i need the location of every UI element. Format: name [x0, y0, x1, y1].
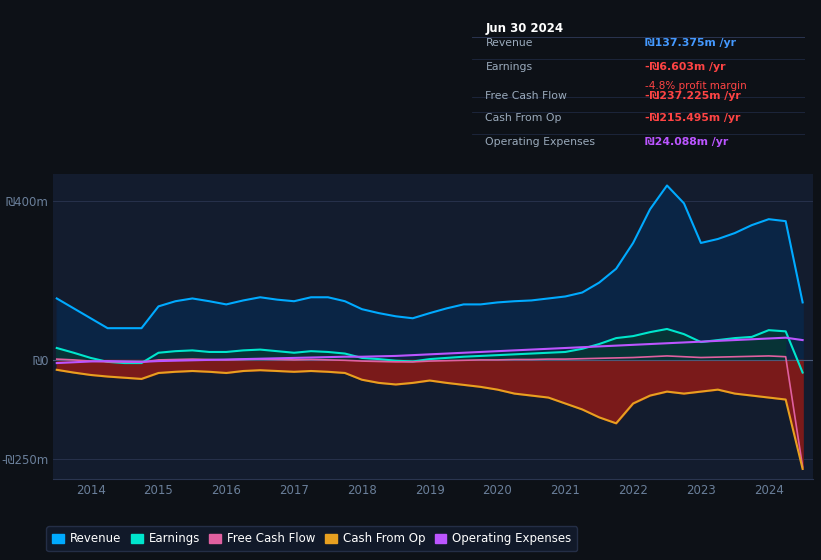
Text: -₪237.225m /yr: -₪237.225m /yr [645, 91, 741, 101]
Text: ₪24.088m /yr: ₪24.088m /yr [645, 137, 728, 147]
Text: Earnings: Earnings [485, 62, 533, 72]
Text: ₪137.375m /yr: ₪137.375m /yr [645, 38, 736, 48]
Text: Jun 30 2024: Jun 30 2024 [485, 22, 563, 35]
Text: -4.8% profit margin: -4.8% profit margin [645, 81, 747, 91]
Text: -₪6.603m /yr: -₪6.603m /yr [645, 62, 726, 72]
Legend: Revenue, Earnings, Free Cash Flow, Cash From Op, Operating Expenses: Revenue, Earnings, Free Cash Flow, Cash … [47, 526, 577, 551]
Text: -₪215.495m /yr: -₪215.495m /yr [645, 113, 741, 123]
Text: Free Cash Flow: Free Cash Flow [485, 91, 567, 101]
Text: Cash From Op: Cash From Op [485, 113, 562, 123]
Text: Operating Expenses: Operating Expenses [485, 137, 595, 147]
Text: Revenue: Revenue [485, 38, 533, 48]
